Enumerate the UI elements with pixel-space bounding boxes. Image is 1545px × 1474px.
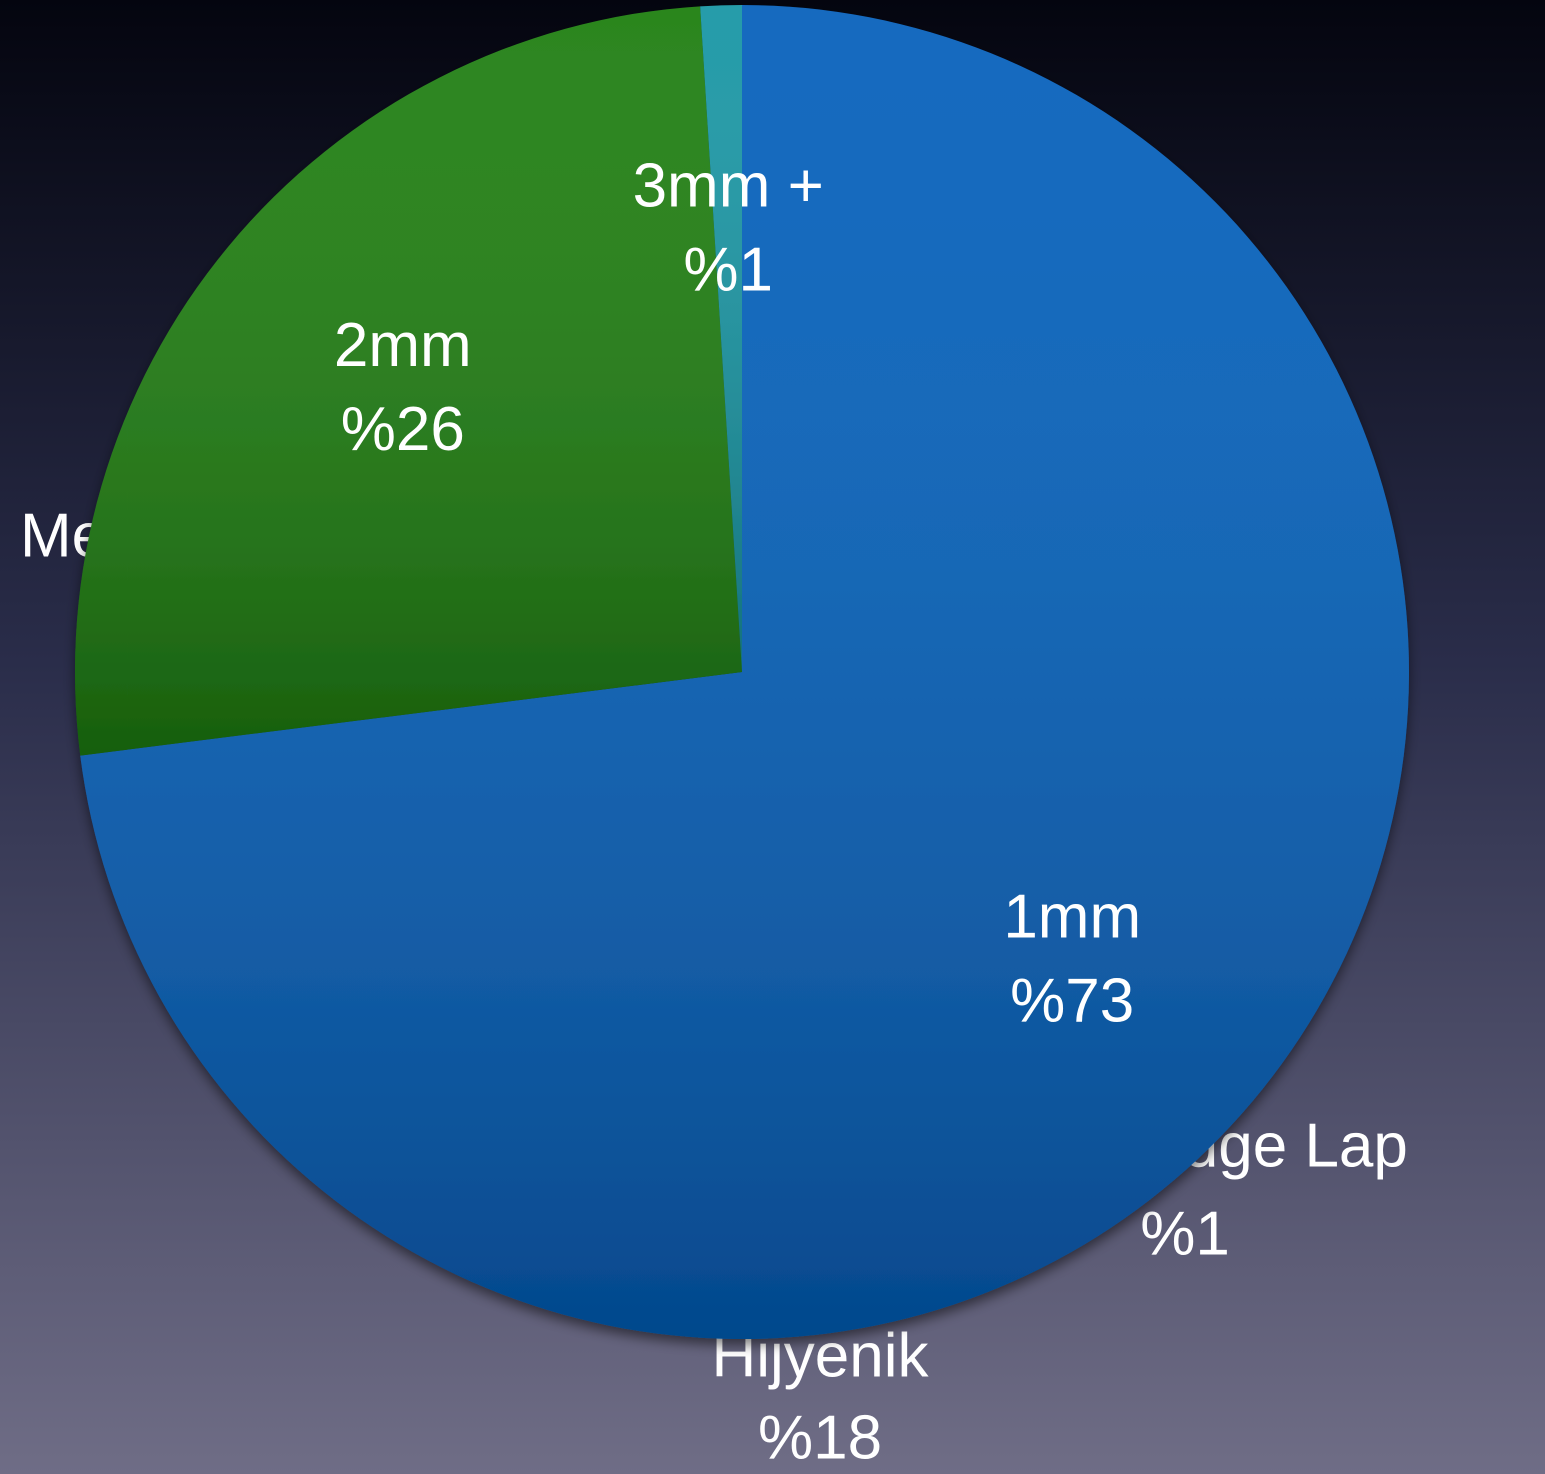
background-label: %18 (758, 1403, 882, 1472)
slice-shade (80, 5, 1410, 1340)
slice-category: 2mm (334, 311, 472, 380)
background-labels: Me idge Lap %1 Hijyenik %18 (20, 501, 1408, 1472)
slice-value-label: %26 (341, 395, 465, 464)
background-label: %1 (1140, 1199, 1230, 1268)
slice-labels: 1mm %73 2mm %26 3mm + %1 (334, 151, 1141, 1035)
slice-shade (74, 6, 742, 756)
slice-category: 3mm + (633, 151, 824, 220)
pie (74, 5, 1410, 1340)
slice-shade (700, 5, 742, 672)
slice-category: 1mm (1003, 882, 1141, 951)
slice-value-label: %1 (683, 235, 773, 304)
slice-value-label: %73 (1010, 966, 1134, 1035)
